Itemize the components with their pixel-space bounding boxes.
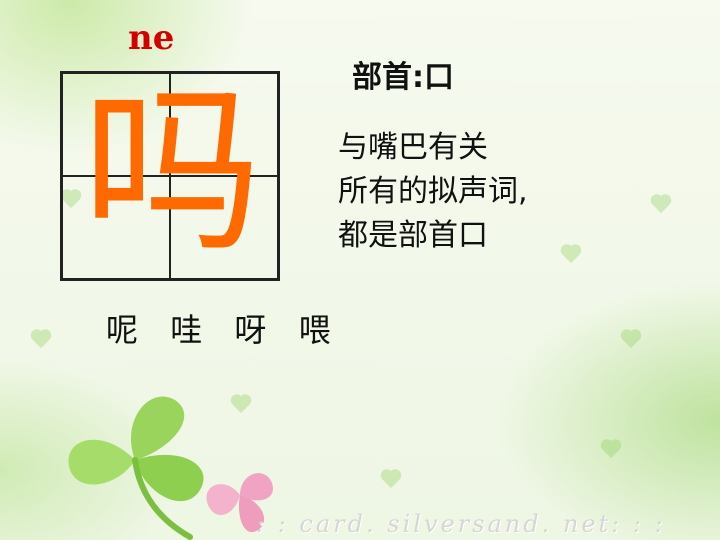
heart-decoration (650, 195, 672, 215)
heart-decoration (380, 470, 402, 490)
description-line: 所有的拟声词, (338, 174, 528, 209)
tian-zi-grid (60, 71, 280, 281)
heart-decoration (560, 245, 582, 265)
heart-decoration (30, 330, 52, 350)
heart-decoration (620, 330, 642, 350)
example-character: 哇 (170, 311, 203, 349)
example-character: 呀 (234, 311, 267, 349)
example-character: 呢 (106, 311, 139, 349)
description-line: 都是部首口 (338, 218, 488, 253)
example-character: 喂 (298, 311, 331, 349)
main-character: 吗 (81, 68, 262, 277)
radical-label: 部首:口 (352, 60, 454, 95)
description-line: 与嘴巴有关 (338, 130, 488, 165)
heart-decoration (600, 440, 622, 460)
clover-decoration (68, 396, 273, 540)
grid-horizontal-line (63, 175, 277, 177)
example-characters: 呢 哇 呀 喂 (106, 305, 353, 351)
watermark-text: : : card. silversand. net: : : (256, 510, 666, 538)
pinyin-label: ne (128, 18, 175, 58)
description-text: 与嘴巴有关 所有的拟声词, 都是部首口 (338, 126, 528, 258)
pink-clover (206, 473, 273, 533)
green-clover (68, 396, 204, 540)
